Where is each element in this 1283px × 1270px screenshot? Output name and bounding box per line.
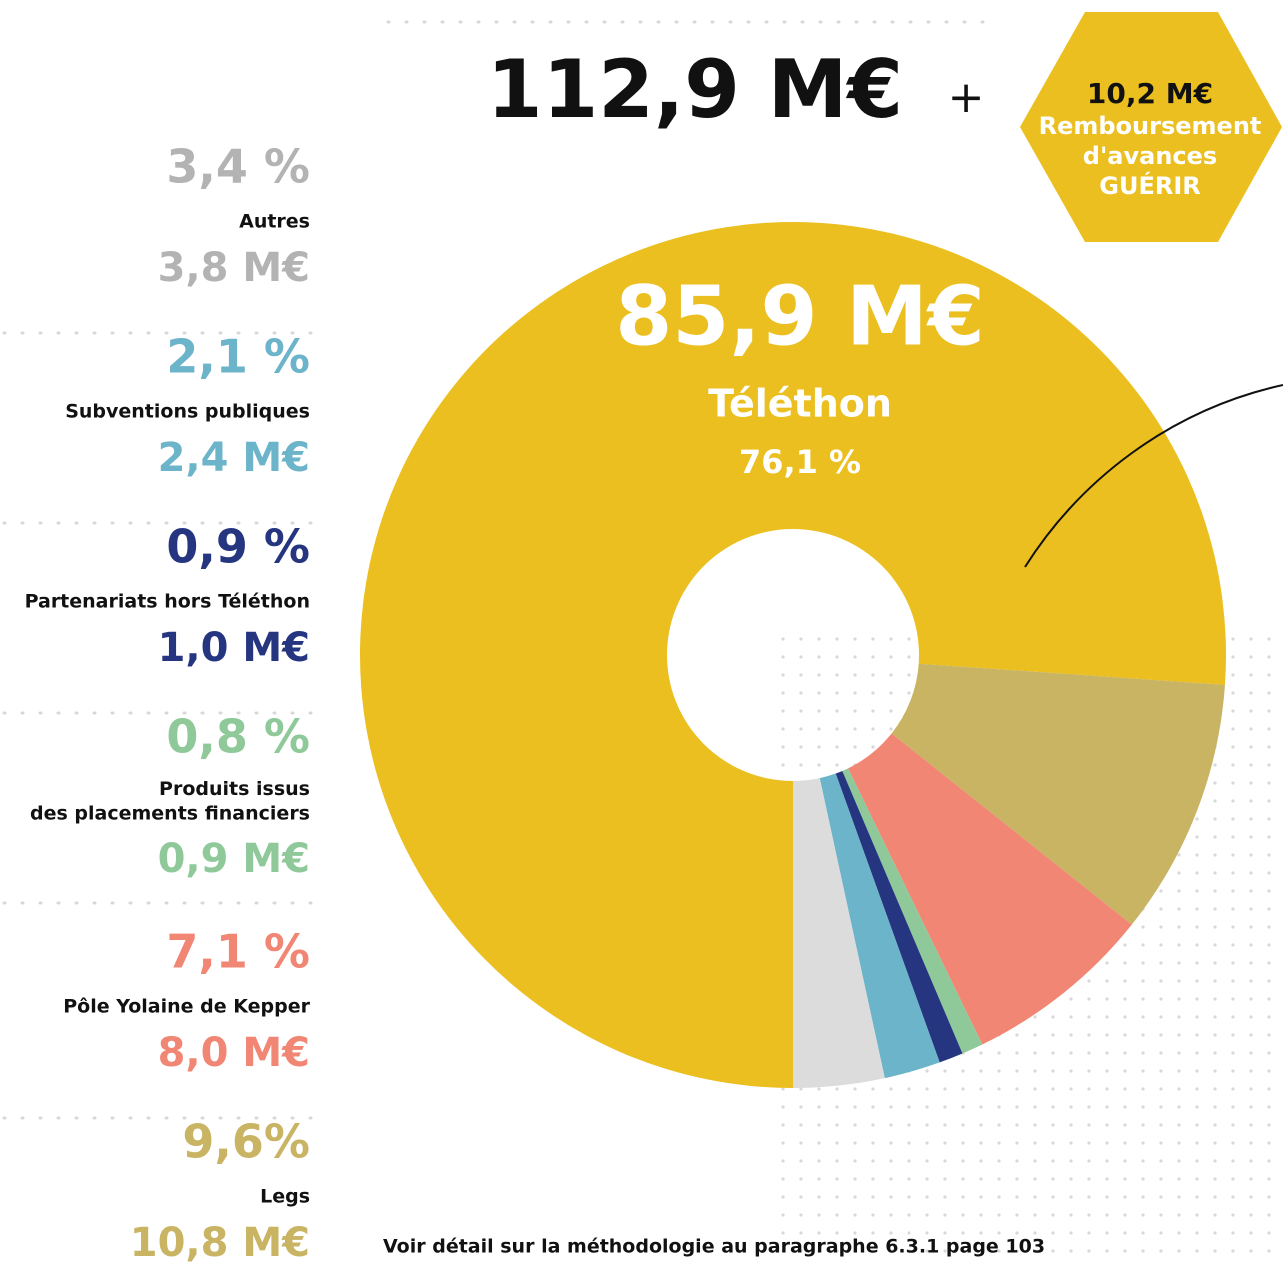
legend-amount: 2,4 M€ [158,435,310,481]
main-amount: 85,9 M€ [615,269,985,364]
legend-percent: 0,8 % [166,710,310,764]
hexagon-amount: 10,2 M€ [1087,77,1213,110]
footnote: Voir détail sur la méthodologie au parag… [383,1236,1045,1258]
legend-amount: 3,8 M€ [158,245,310,291]
main-percent: 76,1 % [739,443,861,481]
legend-name: Legs [260,1186,310,1208]
hexagon-text: GUÉRIR [1099,171,1200,200]
callout-line [1024,384,1283,568]
legend-name: Produits issus des placements financiers [30,778,310,825]
legend-amount: 1,0 M€ [158,625,310,671]
slice [819,773,940,1079]
legend-amount: 10,8 M€ [130,1220,310,1266]
legend-percent: 7,1 % [166,925,310,979]
slice [793,778,885,1088]
hexagon [1020,12,1282,242]
legend-percent: 2,1 % [166,330,310,384]
slice [848,733,1132,1045]
legend-percent: 0,9 % [166,520,310,574]
donut [359,222,1226,1088]
total: 112,9 M€ [487,43,903,136]
legend-percent: 3,4 % [166,140,310,194]
labels: 85,9 M€ Téléthon 76,1 % 3,4 % Autres 3,8 M€ 2,… [25,140,985,1267]
legend-amount: 0,9 M€ [158,836,310,882]
main-name: Téléthon [708,382,892,426]
legend-percent: 9,6% [182,1115,310,1169]
legend-name: Partenariats hors Téléthon [25,591,310,613]
hexagon-text: d'avances [1083,142,1217,170]
slice [891,663,1225,925]
hexagon-text: Remboursement [1039,112,1262,140]
legend-name: Autres [239,211,310,233]
legend-name: Pôle Yolaine de Kepper [63,996,310,1018]
legend-amount: 8,0 M€ [158,1030,310,1076]
slice [359,222,1226,1088]
legend-name: Subventions publiques [65,401,310,423]
slice [842,768,983,1054]
plus: + [948,72,985,123]
slice [835,770,963,1063]
